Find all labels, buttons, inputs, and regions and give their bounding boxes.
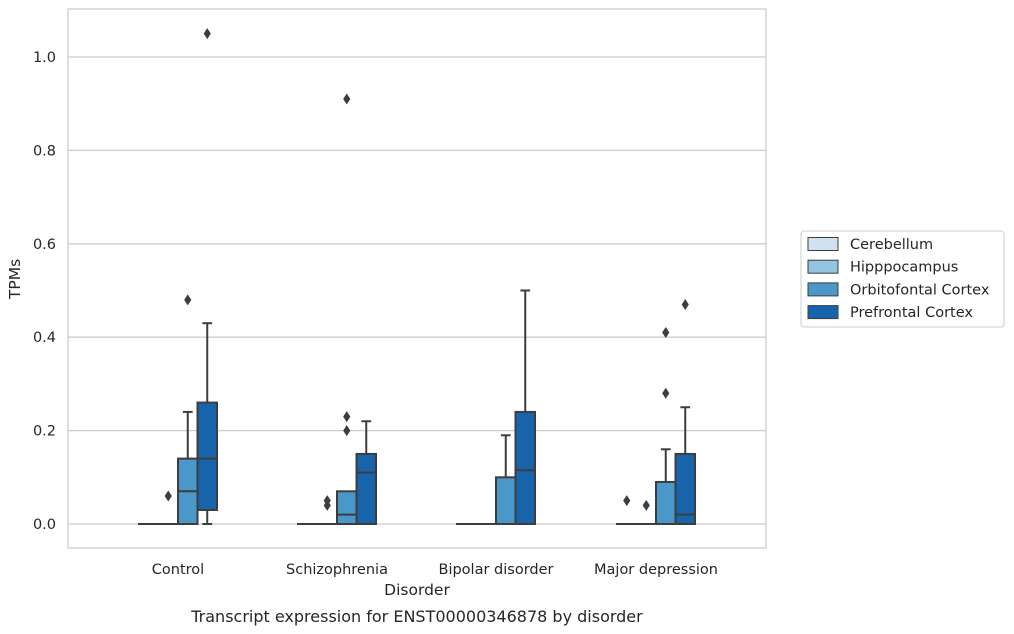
legend-swatch <box>807 259 839 274</box>
outlier-point <box>681 299 689 311</box>
box <box>355 452 377 526</box>
outlier-point <box>662 327 670 339</box>
legend-frame <box>800 230 1005 328</box>
legend-swatch <box>807 237 839 251</box>
box-group <box>495 434 517 525</box>
outlier-point <box>164 490 172 502</box>
x-tick-label: Bipolar disorder <box>439 562 554 578</box>
plot-frame <box>67 8 767 549</box>
box-group <box>355 420 377 526</box>
box-group <box>655 327 677 525</box>
y-tick-label: 0.0 <box>33 517 56 533</box>
box-group <box>177 294 199 525</box>
outlier-point <box>662 387 670 399</box>
outlier-point <box>343 93 351 105</box>
y-tick-label: 0.6 <box>33 237 56 253</box>
outlier-point <box>343 425 351 437</box>
box <box>514 410 536 526</box>
box-group <box>616 495 638 526</box>
y-gridlines <box>68 56 766 525</box>
box <box>674 452 696 526</box>
legend-label: Hipppocampus <box>850 260 958 276</box>
y-axis-title: TPMs <box>6 259 24 300</box>
outlier-point <box>642 499 650 511</box>
box <box>495 476 517 525</box>
outlier-point <box>343 411 351 423</box>
box-plot-marks <box>138 28 696 526</box>
y-tick-label: 0.8 <box>33 143 56 159</box>
box-group <box>316 495 338 526</box>
y-tick-label: 0.4 <box>33 330 56 346</box>
box-group <box>674 299 696 526</box>
box <box>196 401 218 511</box>
outlier-point <box>184 294 192 306</box>
legend-label: Orbitofontal Cortex <box>850 282 990 298</box>
y-tick-labels: 0.0 0.2 0.4 0.6 0.8 1.0 <box>33 50 56 533</box>
box-group <box>336 93 358 525</box>
box-group <box>514 289 536 526</box>
x-tick-label: Control <box>152 562 204 578</box>
box <box>336 490 358 525</box>
legend-swatch <box>807 305 839 320</box>
y-tick-label: 1.0 <box>33 50 56 66</box>
x-tick-label: Major depression <box>594 562 718 578</box>
box-group <box>157 490 179 526</box>
chart-caption: Transcript expression for ENST0000034687… <box>190 607 643 626</box>
box <box>655 480 677 525</box>
box-group <box>635 499 657 526</box>
legend-label: Prefrontal Cortex <box>850 305 973 321</box>
legend: Cerebellum Hipppocampus Orbitofontal Corte… <box>800 230 1005 328</box>
outlier-point <box>203 28 211 40</box>
x-tick-label: Schizophrenia <box>286 562 388 578</box>
box-group <box>196 28 218 525</box>
outlier-point <box>323 495 331 507</box>
legend-swatch <box>807 282 839 297</box>
outlier-point <box>623 495 631 507</box>
x-axis-title: Disorder <box>384 581 450 599</box>
y-tick-label: 0.2 <box>33 424 56 440</box>
x-tick-labels: Control Schizophrenia Bipolar disorder Majo… <box>152 562 718 578</box>
legend-label: Cerebellum <box>850 237 933 253</box>
